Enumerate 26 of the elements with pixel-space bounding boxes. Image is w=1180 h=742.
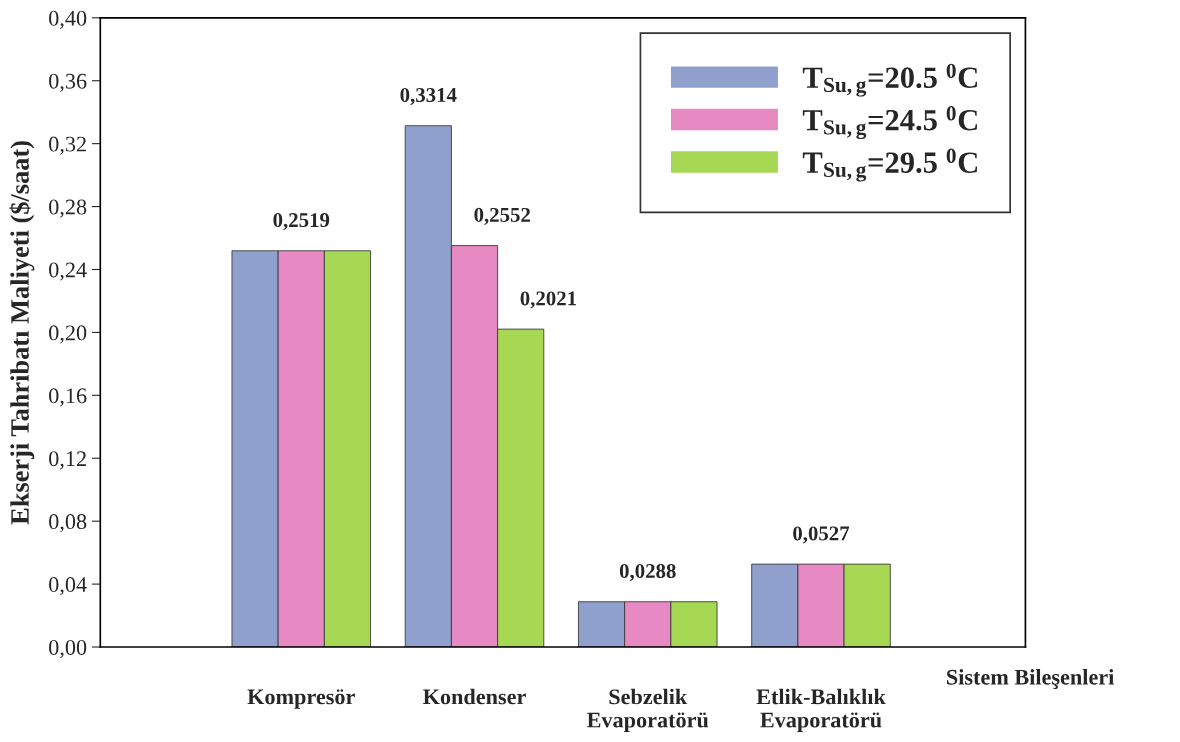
y-tick-label: 0,04 <box>49 577 87 596</box>
data-label: 0,2552 <box>474 207 530 225</box>
y-tick-label: 0,12 <box>49 451 86 470</box>
y-tick-label: 0,40 <box>49 10 87 29</box>
y-tick-label: 0,28 <box>49 199 87 218</box>
x-tick-label: Etlik-Balıklık Evaporatörü <box>756 688 886 733</box>
y-tick-label: 0,32 <box>49 136 86 155</box>
legend-label: T$_{Su,g}$=20.5 $^{0}$C <box>802 63 977 97</box>
x-axis-title: Sistem Bileşenleri <box>947 669 1115 690</box>
legend-label: T$_{Su,g}$=24.5 $^{0}$C <box>802 106 977 140</box>
y-tick-label: 0,08 <box>49 514 87 533</box>
y-tick-label: 0,00 <box>49 639 87 659</box>
x-tick-label: Sebzelik Evaporatörü <box>587 688 709 733</box>
y-tick-label: 0,20 <box>49 325 87 344</box>
data-label: 0,0527 <box>793 526 850 544</box>
data-label: 0,3314 <box>400 87 457 106</box>
data-label: 0,2519 <box>273 213 330 231</box>
legend-label: T$_{Su,g}$=29.5 $^{0}$C <box>802 148 977 182</box>
x-tick-label: Kompresör <box>247 689 355 709</box>
y-tick-label: 0,24 <box>49 262 87 281</box>
y-tick-label: 0,36 <box>49 73 87 92</box>
x-tick-label: Kondenser <box>423 688 526 705</box>
data-label: 0,0288 <box>619 563 676 582</box>
y-tick-label: 0,16 <box>49 388 87 407</box>
y-axis-title: Ekserji Tahribatı Maliyeti ($/saat) <box>9 141 35 525</box>
data-label: 0,2021 <box>520 291 576 309</box>
